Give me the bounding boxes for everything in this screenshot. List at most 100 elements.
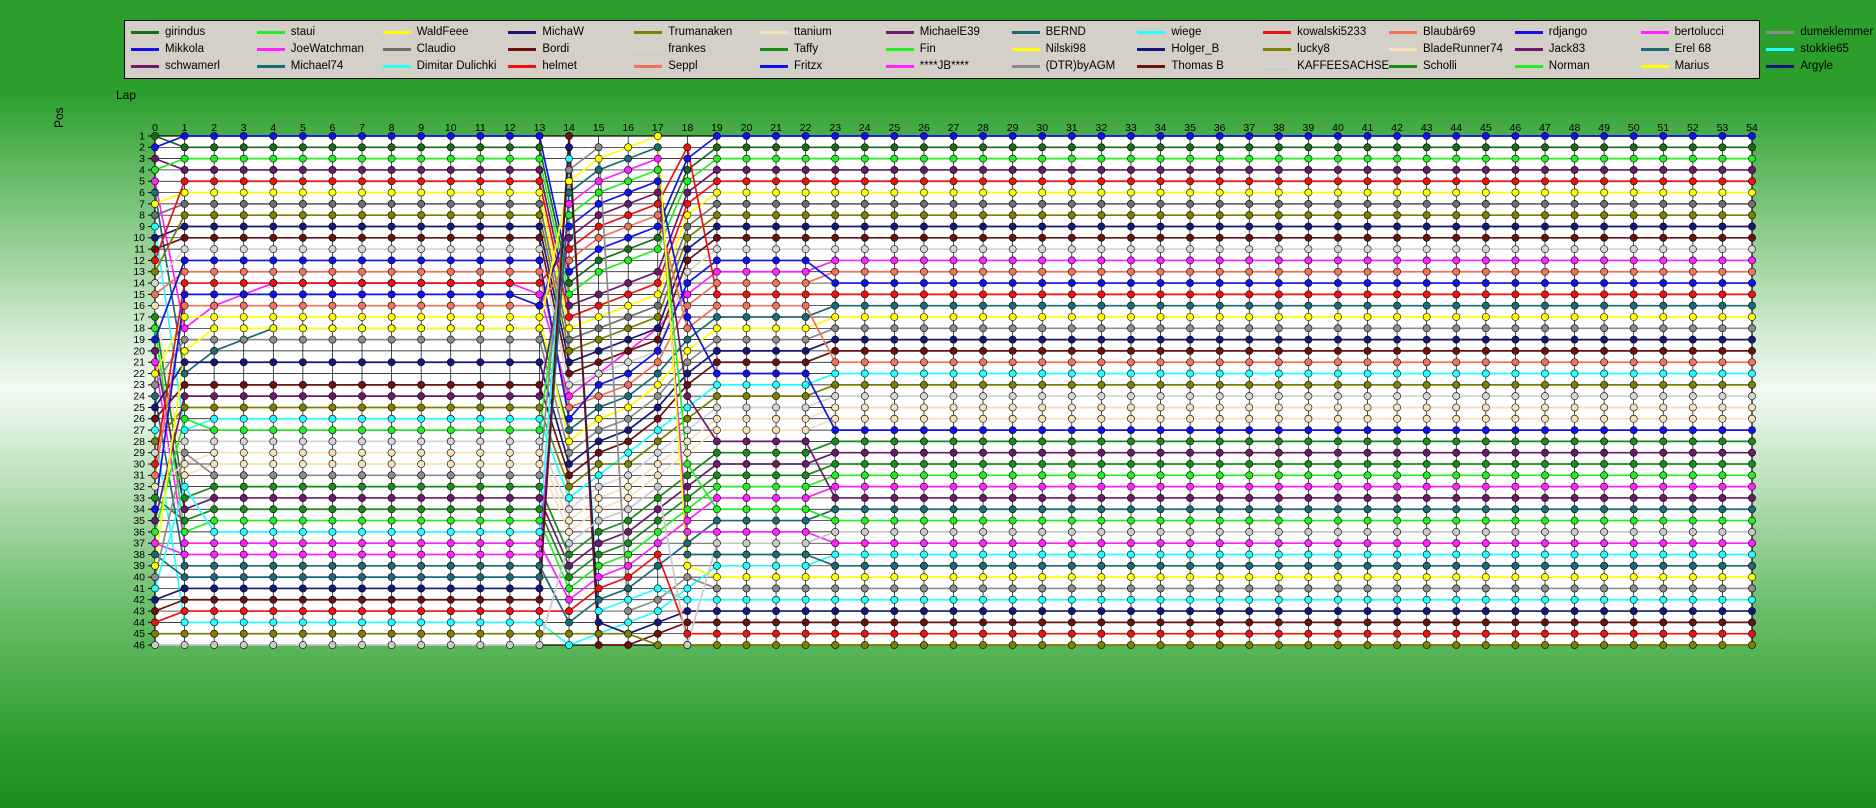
series-marker[interactable] [920,516,928,525]
series-marker[interactable] [1688,290,1697,299]
series-marker[interactable] [298,414,307,423]
series-marker[interactable] [979,358,987,367]
series-marker[interactable] [476,177,485,186]
series-marker[interactable] [1422,641,1431,649]
series-marker[interactable] [387,539,396,548]
series-marker[interactable] [1718,313,1727,321]
series-marker[interactable] [1393,290,1402,299]
series-marker[interactable] [713,392,721,401]
series-marker[interactable] [860,550,869,559]
series-marker[interactable] [653,505,662,514]
series-marker[interactable] [1422,629,1431,638]
series-marker[interactable] [358,494,366,502]
series-marker[interactable] [1008,335,1017,344]
series-marker[interactable] [1156,267,1165,276]
series-marker[interactable] [1748,539,1756,548]
series-marker[interactable] [653,199,662,208]
series-marker[interactable] [328,641,337,649]
series-marker[interactable] [1156,414,1165,423]
series-marker[interactable] [1718,460,1727,468]
series-marker[interactable] [920,584,928,593]
series-marker[interactable] [476,233,485,242]
series-marker[interactable] [1511,233,1520,242]
series-marker[interactable] [1067,335,1076,344]
series-marker[interactable] [1422,256,1431,265]
series-marker[interactable] [624,188,633,197]
series-marker[interactable] [1097,188,1106,197]
series-marker[interactable] [949,550,958,559]
series-marker[interactable] [210,324,219,333]
series-marker[interactable] [1541,256,1549,265]
series-marker[interactable] [1363,584,1372,593]
series-marker[interactable] [1097,460,1106,468]
series-marker[interactable] [269,516,278,525]
series-marker[interactable] [1688,143,1697,152]
series-marker[interactable] [446,426,455,434]
series-marker[interactable] [1541,641,1549,649]
series-marker[interactable] [1363,460,1372,468]
series-marker[interactable] [210,618,219,627]
series-marker[interactable] [1688,267,1697,276]
series-marker[interactable] [1186,573,1194,582]
series-marker[interactable] [1422,166,1431,174]
series-marker[interactable] [742,290,751,299]
series-marker[interactable] [239,211,248,220]
series-marker[interactable] [979,460,987,468]
series-marker[interactable] [594,177,603,186]
series-marker[interactable] [565,199,573,208]
series-marker[interactable] [594,267,603,276]
series-marker[interactable] [535,494,544,502]
series-marker[interactable] [1688,256,1697,265]
series-marker[interactable] [1156,380,1165,389]
series-marker[interactable] [210,154,219,163]
series-marker[interactable] [683,369,692,378]
series-marker[interactable] [713,279,721,287]
series-marker[interactable] [742,494,751,502]
series-marker[interactable] [1156,460,1165,468]
series-marker[interactable] [269,267,278,276]
series-marker[interactable] [1422,539,1431,548]
series-marker[interactable] [1008,199,1017,208]
series-marker[interactable] [1363,166,1372,174]
series-marker[interactable] [1363,618,1372,627]
series-marker[interactable] [1245,584,1254,593]
series-marker[interactable] [949,426,958,434]
series-marker[interactable] [1718,482,1727,491]
series-marker[interactable] [1186,380,1194,389]
series-marker[interactable] [683,301,692,310]
series-marker[interactable] [565,369,573,378]
series-marker[interactable] [1038,369,1047,378]
series-marker[interactable] [979,403,987,412]
series-marker[interactable] [535,222,544,231]
series-marker[interactable] [328,222,337,231]
series-marker[interactable] [328,607,337,615]
series-marker[interactable] [594,380,603,389]
series-marker[interactable] [1629,347,1638,355]
series-marker[interactable] [1541,629,1549,638]
series-marker[interactable] [949,414,958,423]
series-marker[interactable] [535,166,544,174]
series-marker[interactable] [1127,471,1135,480]
series-marker[interactable] [358,629,366,638]
series-marker[interactable] [505,267,514,276]
series-marker[interactable] [328,143,337,152]
series-marker[interactable] [565,482,573,491]
series-marker[interactable] [1659,279,1668,287]
series-marker[interactable] [1570,550,1579,559]
series-marker[interactable] [1481,177,1490,186]
series-marker[interactable] [387,256,396,265]
series-marker[interactable] [1600,437,1609,446]
series-marker[interactable] [1718,166,1727,174]
series-marker[interactable] [860,199,869,208]
series-marker[interactable] [1481,437,1490,446]
series-marker[interactable] [151,211,159,220]
series-marker[interactable] [1422,392,1431,401]
series-marker[interactable] [1718,437,1727,446]
series-marker[interactable] [979,267,987,276]
series-marker[interactable] [1511,245,1520,254]
series-marker[interactable] [1363,222,1372,231]
series-marker[interactable] [831,290,840,299]
series-marker[interactable] [1215,132,1224,140]
series-marker[interactable] [1334,211,1342,220]
series-marker[interactable] [742,177,751,186]
